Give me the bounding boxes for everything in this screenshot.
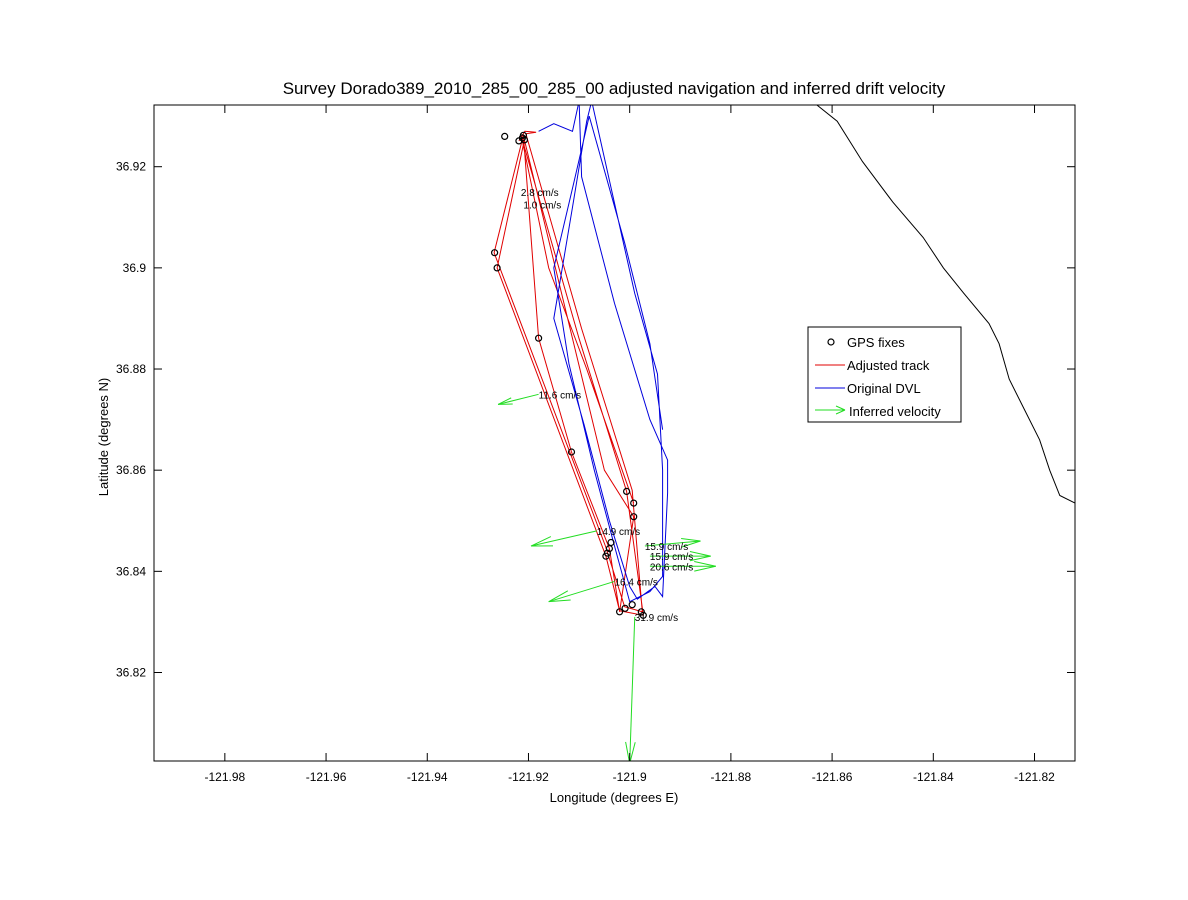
velocity-label-3: 14.9 cm/s <box>597 527 640 538</box>
velocity-arrow-1: 1.0 cm/s <box>523 201 561 212</box>
y-tick-label: 36.84 <box>116 564 146 578</box>
gps-fix-marker-4 <box>520 136 529 144</box>
velocity-label-0: 2.8 cm/s <box>521 188 559 199</box>
x-tick-label: -121.9 <box>613 770 647 784</box>
y-tick-label: 36.82 <box>116 665 146 679</box>
y-axis-label: Latitude (degrees N) <box>96 378 111 497</box>
series-line-coastline <box>816 105 1075 504</box>
series-line-adjusted-track <box>493 130 644 616</box>
velocity-arrow-6: 20.6 cm/s <box>649 560 716 573</box>
gps-fix-marker-11 <box>630 513 638 521</box>
legend-gps-marker <box>827 338 835 346</box>
y-tick-label: 36.86 <box>116 463 146 477</box>
gps-fix-marker-8 <box>567 448 576 456</box>
gps-fix-marker-10 <box>630 499 638 507</box>
gps-fix-marker-7 <box>534 334 543 342</box>
legend-adjusted-label: Adjusted track <box>847 358 930 373</box>
legend-original-label: Original DVL <box>847 381 921 396</box>
velocity-arrow-head <box>689 551 711 557</box>
velocity-arrow-5: 15.9 cm/s <box>649 551 711 563</box>
velocity-arrow-head <box>694 565 716 572</box>
velocity-arrow-head <box>681 537 701 542</box>
y-tick-label: 36.88 <box>116 362 146 376</box>
axes-layer: -121.98 -121.96 -121.94 -121.92 -121.9 -121.8… <box>116 104 1076 784</box>
velocity-arrow-shaft <box>629 616 636 761</box>
velocity-arrow-head <box>548 599 571 603</box>
velocity-arrow-head <box>689 555 711 562</box>
x-axis-label: Longitude (degrees E) <box>550 790 679 805</box>
x-tick-label: -121.88 <box>711 770 752 784</box>
gps-fix-marker-18 <box>628 601 636 609</box>
velocity-arrow-0: 2.8 cm/s <box>521 188 559 199</box>
gps-fix-marker-16 <box>615 608 624 616</box>
legend-velocity-label: Inferred velocity <box>849 404 941 419</box>
velocity-arrow-shaft <box>548 580 615 603</box>
velocity-arrow-head <box>497 397 512 405</box>
x-tick-label: -121.94 <box>407 770 448 784</box>
series-line-original-dvl <box>538 105 669 603</box>
velocity-arrow-8: 31.9 cm/s <box>625 613 678 761</box>
velocity-label-6: 20.6 cm/s <box>650 562 693 573</box>
x-tick-label: -121.92 <box>508 770 549 784</box>
x-tick-label: -121.96 <box>306 770 347 784</box>
legend-gps-label: GPS fixes <box>847 335 905 350</box>
velocity-arrow-2: 11.6 cm/s <box>497 390 582 405</box>
gps-fix-marker-0 <box>501 132 509 140</box>
gps-fix-marker-19 <box>637 608 645 616</box>
x-tick-label: -121.82 <box>1014 770 1055 784</box>
velocity-arrow-3: 14.9 cm/s <box>530 527 640 547</box>
velocity-arrow-head <box>548 590 569 603</box>
gps-fix-marker-9 <box>622 487 631 495</box>
x-tick-label: -121.84 <box>913 770 954 784</box>
x-tick-label: -121.86 <box>812 770 853 784</box>
velocity-arrow-head <box>681 540 701 548</box>
velocity-label-2: 11.6 cm/s <box>539 390 582 401</box>
gps-fix-marker-5 <box>491 249 499 257</box>
plot-layer: 2.8 cm/s 1.0 cm/s 11.6 cm/s 14.9 cm/s 15.9 c… <box>491 105 1075 761</box>
velocity-arrow-shaft <box>530 530 597 547</box>
velocity-label-4: 15.9 cm/s <box>645 542 688 553</box>
velocity-arrow-shaft <box>644 540 701 547</box>
velocity-arrow-7: 16.4 cm/s <box>548 577 658 603</box>
gps-fix-marker-13 <box>605 544 614 553</box>
gps-fix-marker-17 <box>621 604 629 612</box>
axes-frame <box>153 104 1076 762</box>
x-tick-label: -121.98 <box>204 770 245 784</box>
velocity-arrow-shaft <box>497 393 539 405</box>
y-tick-label: 36.92 <box>116 160 146 174</box>
gps-fix-marker-6 <box>493 264 501 272</box>
velocity-arrow-head <box>530 536 552 547</box>
plot-area: 2.8 cm/s 1.0 cm/s 11.6 cm/s 14.9 cm/s 15.9 c… <box>491 105 1075 761</box>
velocity-label-8: 31.9 cm/s <box>635 613 678 624</box>
y-tick-label: 36.9 <box>123 261 147 275</box>
gps-fix-marker-3 <box>519 131 528 139</box>
legend-velocity-arrow <box>815 405 846 415</box>
velocity-arrow-head <box>694 560 716 567</box>
velocity-label-7: 16.4 cm/s <box>615 577 658 588</box>
gps-fix-marker-20 <box>639 611 647 619</box>
velocity-label-1: 1.0 cm/s <box>523 201 561 212</box>
velocity-arrow-4: 15.9 cm/s <box>644 537 701 553</box>
velocity-arrow-head <box>625 741 630 761</box>
chart-title: Survey Dorado389_2010_285_00_285_00 adju… <box>283 79 946 98</box>
velocity-label-5: 15.9 cm/s <box>650 552 693 563</box>
legend: GPS fixes Adjusted track Original DVL In… <box>807 326 962 423</box>
gps-fix-marker-15 <box>602 552 610 560</box>
velocity-arrow-head <box>629 742 636 761</box>
